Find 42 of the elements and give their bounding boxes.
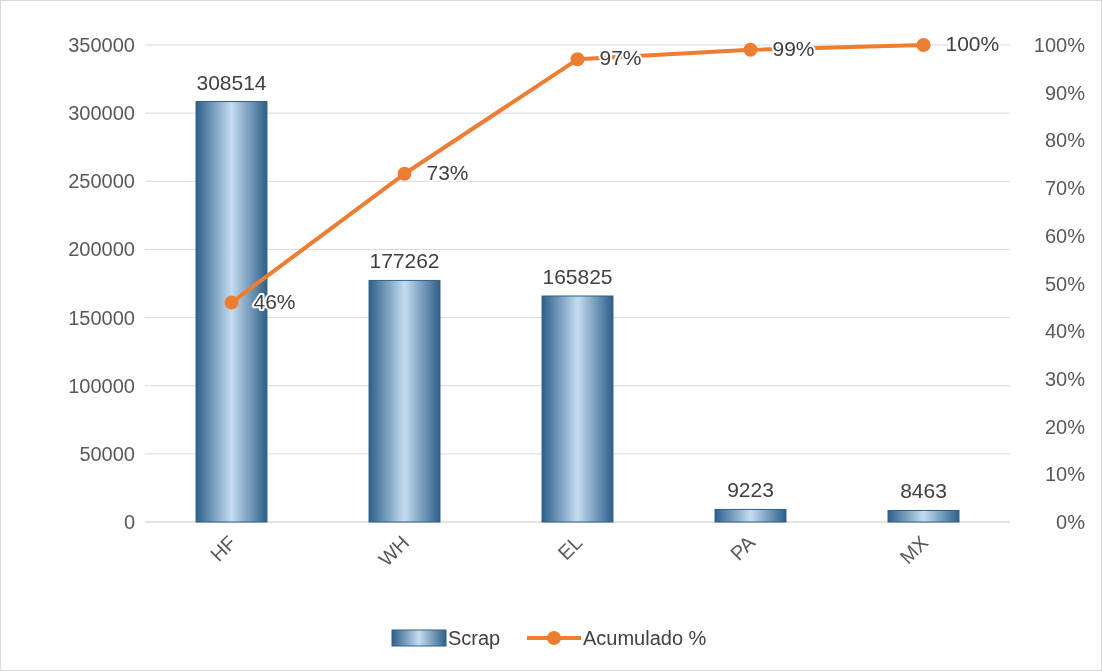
x-tick-label: HF bbox=[205, 531, 241, 566]
y-tick-label: 150000 bbox=[68, 306, 135, 329]
data-label: 8463 bbox=[900, 479, 947, 503]
y2-tick-label: 40% bbox=[1044, 320, 1086, 343]
y2-tick-label: 50% bbox=[1044, 272, 1086, 295]
point bbox=[224, 295, 239, 310]
y2-tick-label: 70% bbox=[1044, 177, 1086, 200]
y-tick-label: 200000 bbox=[68, 238, 135, 261]
data-label: 308514 bbox=[196, 70, 267, 94]
data-label: 177262 bbox=[369, 249, 440, 273]
data-label: 9223 bbox=[727, 478, 774, 502]
y-tick-label: 250000 bbox=[68, 170, 135, 193]
y2-tick-label: 10% bbox=[1044, 463, 1086, 486]
point bbox=[397, 166, 412, 181]
y-tick-label: 0 bbox=[123, 511, 135, 533]
y2-tick-label: 80% bbox=[1044, 129, 1086, 152]
point bbox=[916, 38, 931, 52]
bar bbox=[714, 508, 787, 523]
y2-tick-label: 100% bbox=[1033, 34, 1086, 56]
data-label: 165825 bbox=[542, 265, 613, 288]
y-tick-label: 300000 bbox=[68, 102, 135, 125]
x-tick-label: PA bbox=[725, 530, 760, 565]
point bbox=[570, 52, 585, 67]
y2-tick-label: 0% bbox=[1056, 511, 1086, 533]
data-label: 73% bbox=[426, 160, 469, 184]
y-tick-label: 350000 bbox=[68, 34, 135, 56]
x-tick-label: WH bbox=[374, 531, 414, 571]
x-tick-label: EL bbox=[553, 531, 587, 565]
y2-tick-label: 20% bbox=[1044, 415, 1086, 438]
bar bbox=[541, 295, 614, 523]
y2-tick-label: 30% bbox=[1044, 367, 1086, 390]
y2-tick-label: 60% bbox=[1044, 224, 1086, 247]
bar bbox=[368, 279, 441, 523]
legend-label: Acumulado % bbox=[583, 627, 707, 649]
legend-label: Scrap bbox=[448, 627, 501, 649]
y-tick-label: 100000 bbox=[68, 374, 135, 397]
data-label: 100% bbox=[945, 32, 1000, 55]
y2-tick-label: 90% bbox=[1044, 81, 1086, 104]
y-tick-label: 50000 bbox=[79, 442, 135, 465]
x-tick-label: MX bbox=[895, 531, 933, 569]
point bbox=[743, 42, 758, 57]
bar bbox=[887, 509, 960, 523]
